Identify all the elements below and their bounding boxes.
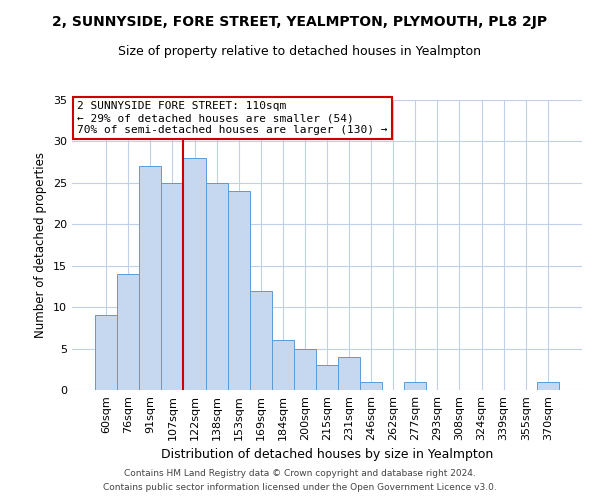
Text: Contains HM Land Registry data © Crown copyright and database right 2024.: Contains HM Land Registry data © Crown c… xyxy=(124,468,476,477)
Text: Contains public sector information licensed under the Open Government Licence v3: Contains public sector information licen… xyxy=(103,484,497,492)
Bar xyxy=(117,274,139,390)
Text: 2 SUNNYSIDE FORE STREET: 110sqm
← 29% of detached houses are smaller (54)
70% of: 2 SUNNYSIDE FORE STREET: 110sqm ← 29% of… xyxy=(77,102,388,134)
Bar xyxy=(294,348,316,390)
Bar xyxy=(272,340,294,390)
Text: Size of property relative to detached houses in Yealmpton: Size of property relative to detached ho… xyxy=(119,45,482,58)
Bar xyxy=(360,382,382,390)
Bar xyxy=(537,382,559,390)
Bar xyxy=(404,382,427,390)
Y-axis label: Number of detached properties: Number of detached properties xyxy=(34,152,47,338)
X-axis label: Distribution of detached houses by size in Yealmpton: Distribution of detached houses by size … xyxy=(161,448,493,462)
Text: 2, SUNNYSIDE, FORE STREET, YEALMPTON, PLYMOUTH, PL8 2JP: 2, SUNNYSIDE, FORE STREET, YEALMPTON, PL… xyxy=(52,15,548,29)
Bar xyxy=(338,357,360,390)
Bar xyxy=(206,183,227,390)
Bar xyxy=(95,316,117,390)
Bar xyxy=(184,158,206,390)
Bar xyxy=(316,365,338,390)
Bar xyxy=(139,166,161,390)
Bar xyxy=(161,183,184,390)
Bar xyxy=(227,191,250,390)
Bar xyxy=(250,290,272,390)
